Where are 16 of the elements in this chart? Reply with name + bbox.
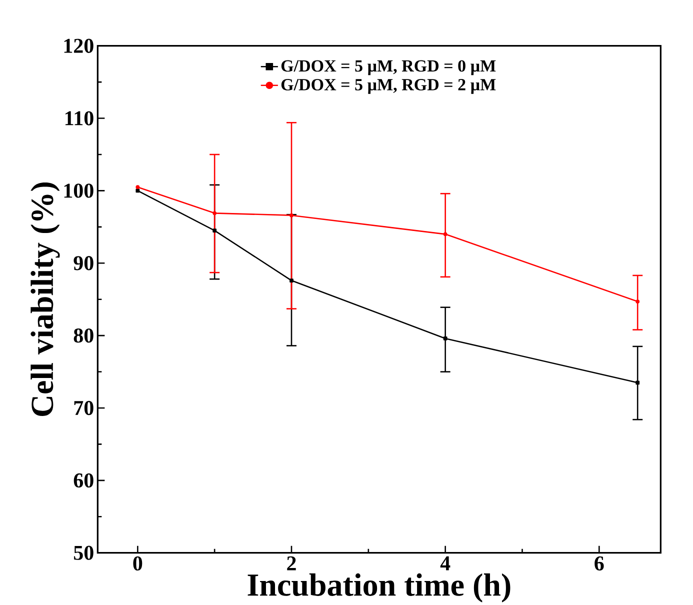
y-tick-label: 110: [65, 111, 94, 126]
legend-label: G/DOX = 5 µM, RGD = 0 µM: [281, 60, 496, 76]
x-axis-title: Incubation time (h): [248, 573, 510, 602]
x-tick-label: 4: [440, 556, 450, 570]
y-tick-label: 90: [74, 256, 94, 270]
x-tick-label: 6: [594, 556, 604, 570]
legend-label: G/DOX = 5 µM, RGD = 2 µM: [281, 78, 496, 94]
x-tick-label: 0: [133, 556, 142, 571]
y-tick-label: 100: [64, 184, 94, 198]
y-axis-title: Cell viability (%): [30, 182, 60, 416]
y-tick-label: 120: [64, 38, 94, 53]
y-tick-label: 50: [74, 546, 94, 560]
y-tick-label: 60: [74, 473, 94, 488]
y-tick-label: 70: [74, 400, 94, 416]
x-tick-label: 2: [287, 556, 296, 570]
y-tick-label: 80: [74, 328, 94, 343]
